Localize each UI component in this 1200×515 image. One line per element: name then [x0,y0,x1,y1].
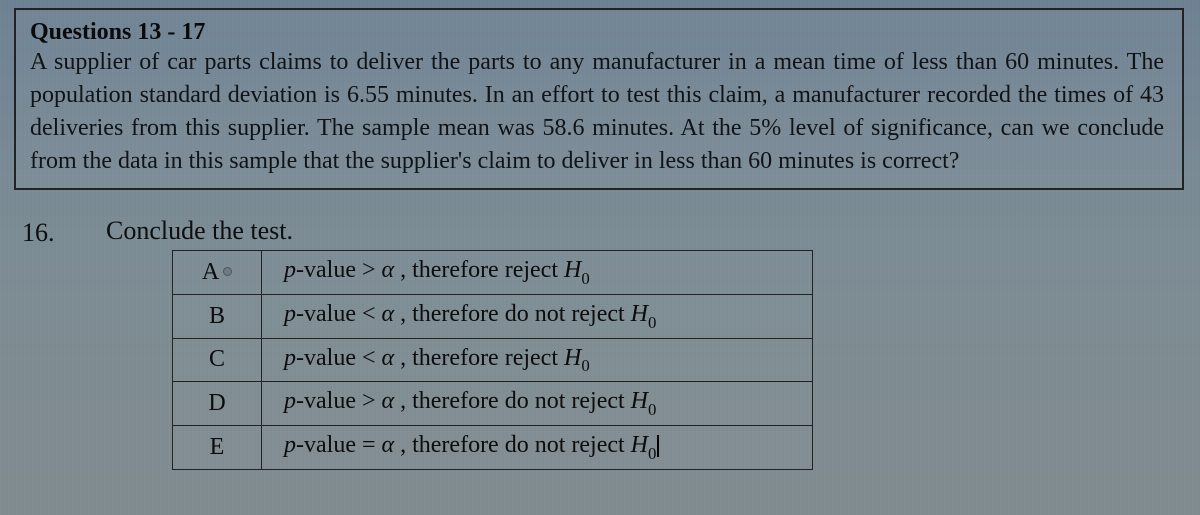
answer-letter: C [173,338,262,382]
answer-letter: B [173,294,262,338]
answer-table: Ap-value > α , therefore reject H0Bp-val… [172,250,813,470]
question-prompt: Conclude the test. [106,216,1190,246]
answer-row[interactable]: Bp-value < α , therefore do not reject H… [173,294,813,338]
answer-row[interactable]: Ap-value > α , therefore reject H0 [173,251,813,295]
answer-text: p-value > α , therefore reject H0 [262,251,813,295]
answer-row[interactable]: Ep-value = α , therefore do not reject H… [173,426,813,470]
selection-dot-icon [223,267,232,276]
question-context: A supplier of car parts claims to delive… [30,46,1164,178]
answer-text: p-value < α , therefore do not reject H0 [262,294,813,338]
text-cursor-icon [657,435,659,457]
question-16: 16. Conclude the test. Ap-value > α , th… [10,216,1190,470]
question-range-title: Questions 13 - 17 [30,18,1164,46]
question-number: 16. [22,216,78,248]
answer-letter: A [173,251,262,295]
exam-page: Questions 13 - 17 A supplier of car part… [0,0,1200,515]
answer-row[interactable]: Dp-value > α , therefore do not reject H… [173,382,813,426]
question-set-header: Questions 13 - 17 A supplier of car part… [14,8,1184,190]
question-body: Conclude the test. Ap-value > α , theref… [106,216,1190,470]
answer-text: p-value > α , therefore do not reject H0 [262,382,813,426]
answer-letter: D [173,382,262,426]
answer-text: p-value < α , therefore reject H0 [262,338,813,382]
answer-letter: E [173,426,262,470]
answer-text: p-value = α , therefore do not reject H0 [262,426,813,470]
answer-row[interactable]: Cp-value < α , therefore reject H0 [173,338,813,382]
